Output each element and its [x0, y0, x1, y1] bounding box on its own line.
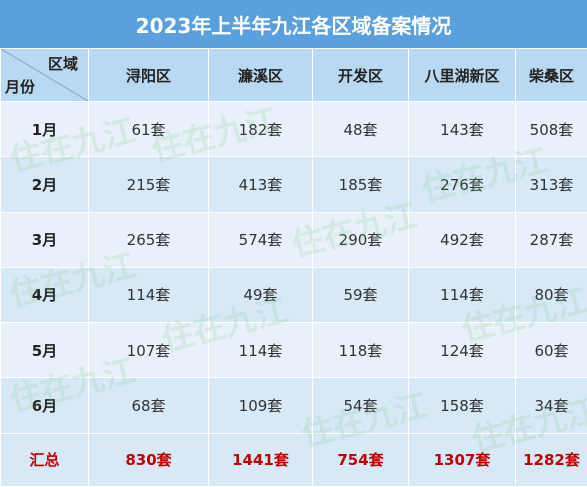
value-cell: 276套 [408, 156, 516, 213]
region-header-label: 区域 [47, 55, 78, 73]
value-cell: 287套 [515, 211, 587, 268]
value-cell: 508套 [515, 100, 587, 158]
value-cell: 290套 [312, 211, 409, 268]
table-row: 6月 68套 109套 54套 158套 34套 [0, 377, 587, 434]
value-cell: 185套 [312, 156, 409, 213]
table-row: 4月 114套 49套 59套 114套 80套 [0, 266, 587, 324]
total-value-cell: 1282套 [515, 432, 587, 487]
value-cell: 107套 [88, 322, 209, 379]
total-value-cell: 1307套 [408, 432, 516, 487]
value-cell: 313套 [515, 156, 587, 213]
month-cell: 2月 [0, 156, 89, 213]
value-cell: 114套 [208, 322, 313, 379]
value-cell: 118套 [312, 322, 409, 379]
data-table: 区域 月份 浔阳区 濂溪区 开发区 八里湖新区 柴桑区 1月 61套 182套 … [0, 48, 587, 487]
region-header-xunyang: 浔阳区 [88, 48, 209, 102]
total-value-cell: 754套 [312, 432, 409, 487]
value-cell: 158套 [408, 377, 516, 434]
value-cell: 109套 [208, 377, 313, 434]
total-value-cell: 1441套 [208, 432, 313, 487]
month-header-label: 月份 [5, 78, 36, 96]
header-row: 区域 月份 浔阳区 濂溪区 开发区 八里湖新区 柴桑区 [0, 48, 587, 102]
value-cell: 114套 [88, 266, 209, 324]
value-cell: 124套 [408, 322, 516, 379]
value-cell: 143套 [408, 100, 516, 158]
table-row: 1月 61套 182套 48套 143套 508套 [0, 100, 587, 158]
total-label-cell: 汇总 [0, 432, 89, 487]
table-row: 3月 265套 574套 290套 492套 287套 [0, 211, 587, 268]
value-cell: 59套 [312, 266, 409, 324]
value-cell: 182套 [208, 100, 313, 158]
value-cell: 60套 [515, 322, 587, 379]
value-cell: 574套 [208, 211, 313, 268]
value-cell: 413套 [208, 156, 313, 213]
value-cell: 492套 [408, 211, 516, 268]
month-cell: 6月 [0, 377, 89, 434]
value-cell: 34套 [515, 377, 587, 434]
total-value-cell: 830套 [88, 432, 209, 487]
region-header-lianxi: 濂溪区 [208, 48, 313, 102]
region-header-balihu: 八里湖新区 [408, 48, 516, 102]
value-cell: 61套 [88, 100, 209, 158]
month-cell: 1月 [0, 100, 89, 158]
month-cell: 4月 [0, 266, 89, 324]
value-cell: 54套 [312, 377, 409, 434]
diagonal-line [1, 49, 88, 101]
value-cell: 215套 [88, 156, 209, 213]
table-row: 5月 107套 114套 118套 124套 60套 [0, 322, 587, 379]
value-cell: 68套 [88, 377, 209, 434]
corner-header-cell: 区域 月份 [0, 48, 89, 102]
page-title: 2023年上半年九江各区域备案情况 [0, 0, 587, 48]
value-cell: 48套 [312, 100, 409, 158]
value-cell: 80套 [515, 266, 587, 324]
value-cell: 49套 [208, 266, 313, 324]
table-row: 2月 215套 413套 185套 276套 313套 [0, 156, 587, 213]
region-header-chaisang: 柴桑区 [515, 48, 587, 102]
region-header-kaifa: 开发区 [312, 48, 409, 102]
value-cell: 114套 [408, 266, 516, 324]
month-cell: 5月 [0, 322, 89, 379]
value-cell: 265套 [88, 211, 209, 268]
month-cell: 3月 [0, 211, 89, 268]
total-row: 汇总 830套 1441套 754套 1307套 1282套 [0, 432, 587, 487]
